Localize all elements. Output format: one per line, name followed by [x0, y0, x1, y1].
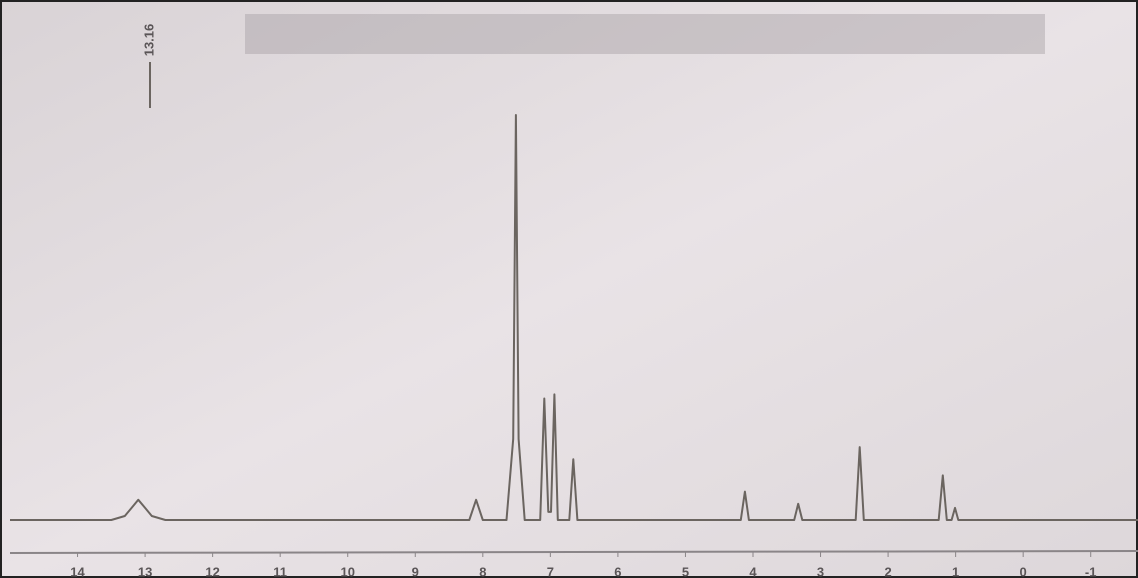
x-axis: [9, 550, 1138, 554]
x-tick-label: 2: [884, 564, 891, 578]
x-tick-label: 13: [138, 564, 152, 578]
x-tick-label: 3: [817, 564, 824, 578]
x-tick-label: -1: [1085, 564, 1097, 578]
x-tick-label: 10: [340, 564, 354, 578]
x-tick-label: 8: [479, 564, 486, 578]
spectrum-line: [10, 114, 1138, 521]
x-tick-label: 4: [749, 564, 757, 578]
x-tick-label: 12: [205, 564, 219, 578]
x-tick-label: 6: [614, 564, 621, 578]
peak-label-block: [245, 14, 1045, 54]
annotation: 13.16: [141, 24, 156, 57]
x-tick-label: 5: [682, 564, 689, 578]
x-tick-label: 1: [952, 564, 959, 578]
x-tick-label: 0: [1020, 564, 1027, 578]
x-tick-label: 7: [547, 564, 554, 578]
x-tick-label: 9: [412, 564, 419, 578]
x-tick-label: 11: [273, 564, 287, 578]
x-tick-label: 14: [70, 564, 85, 578]
